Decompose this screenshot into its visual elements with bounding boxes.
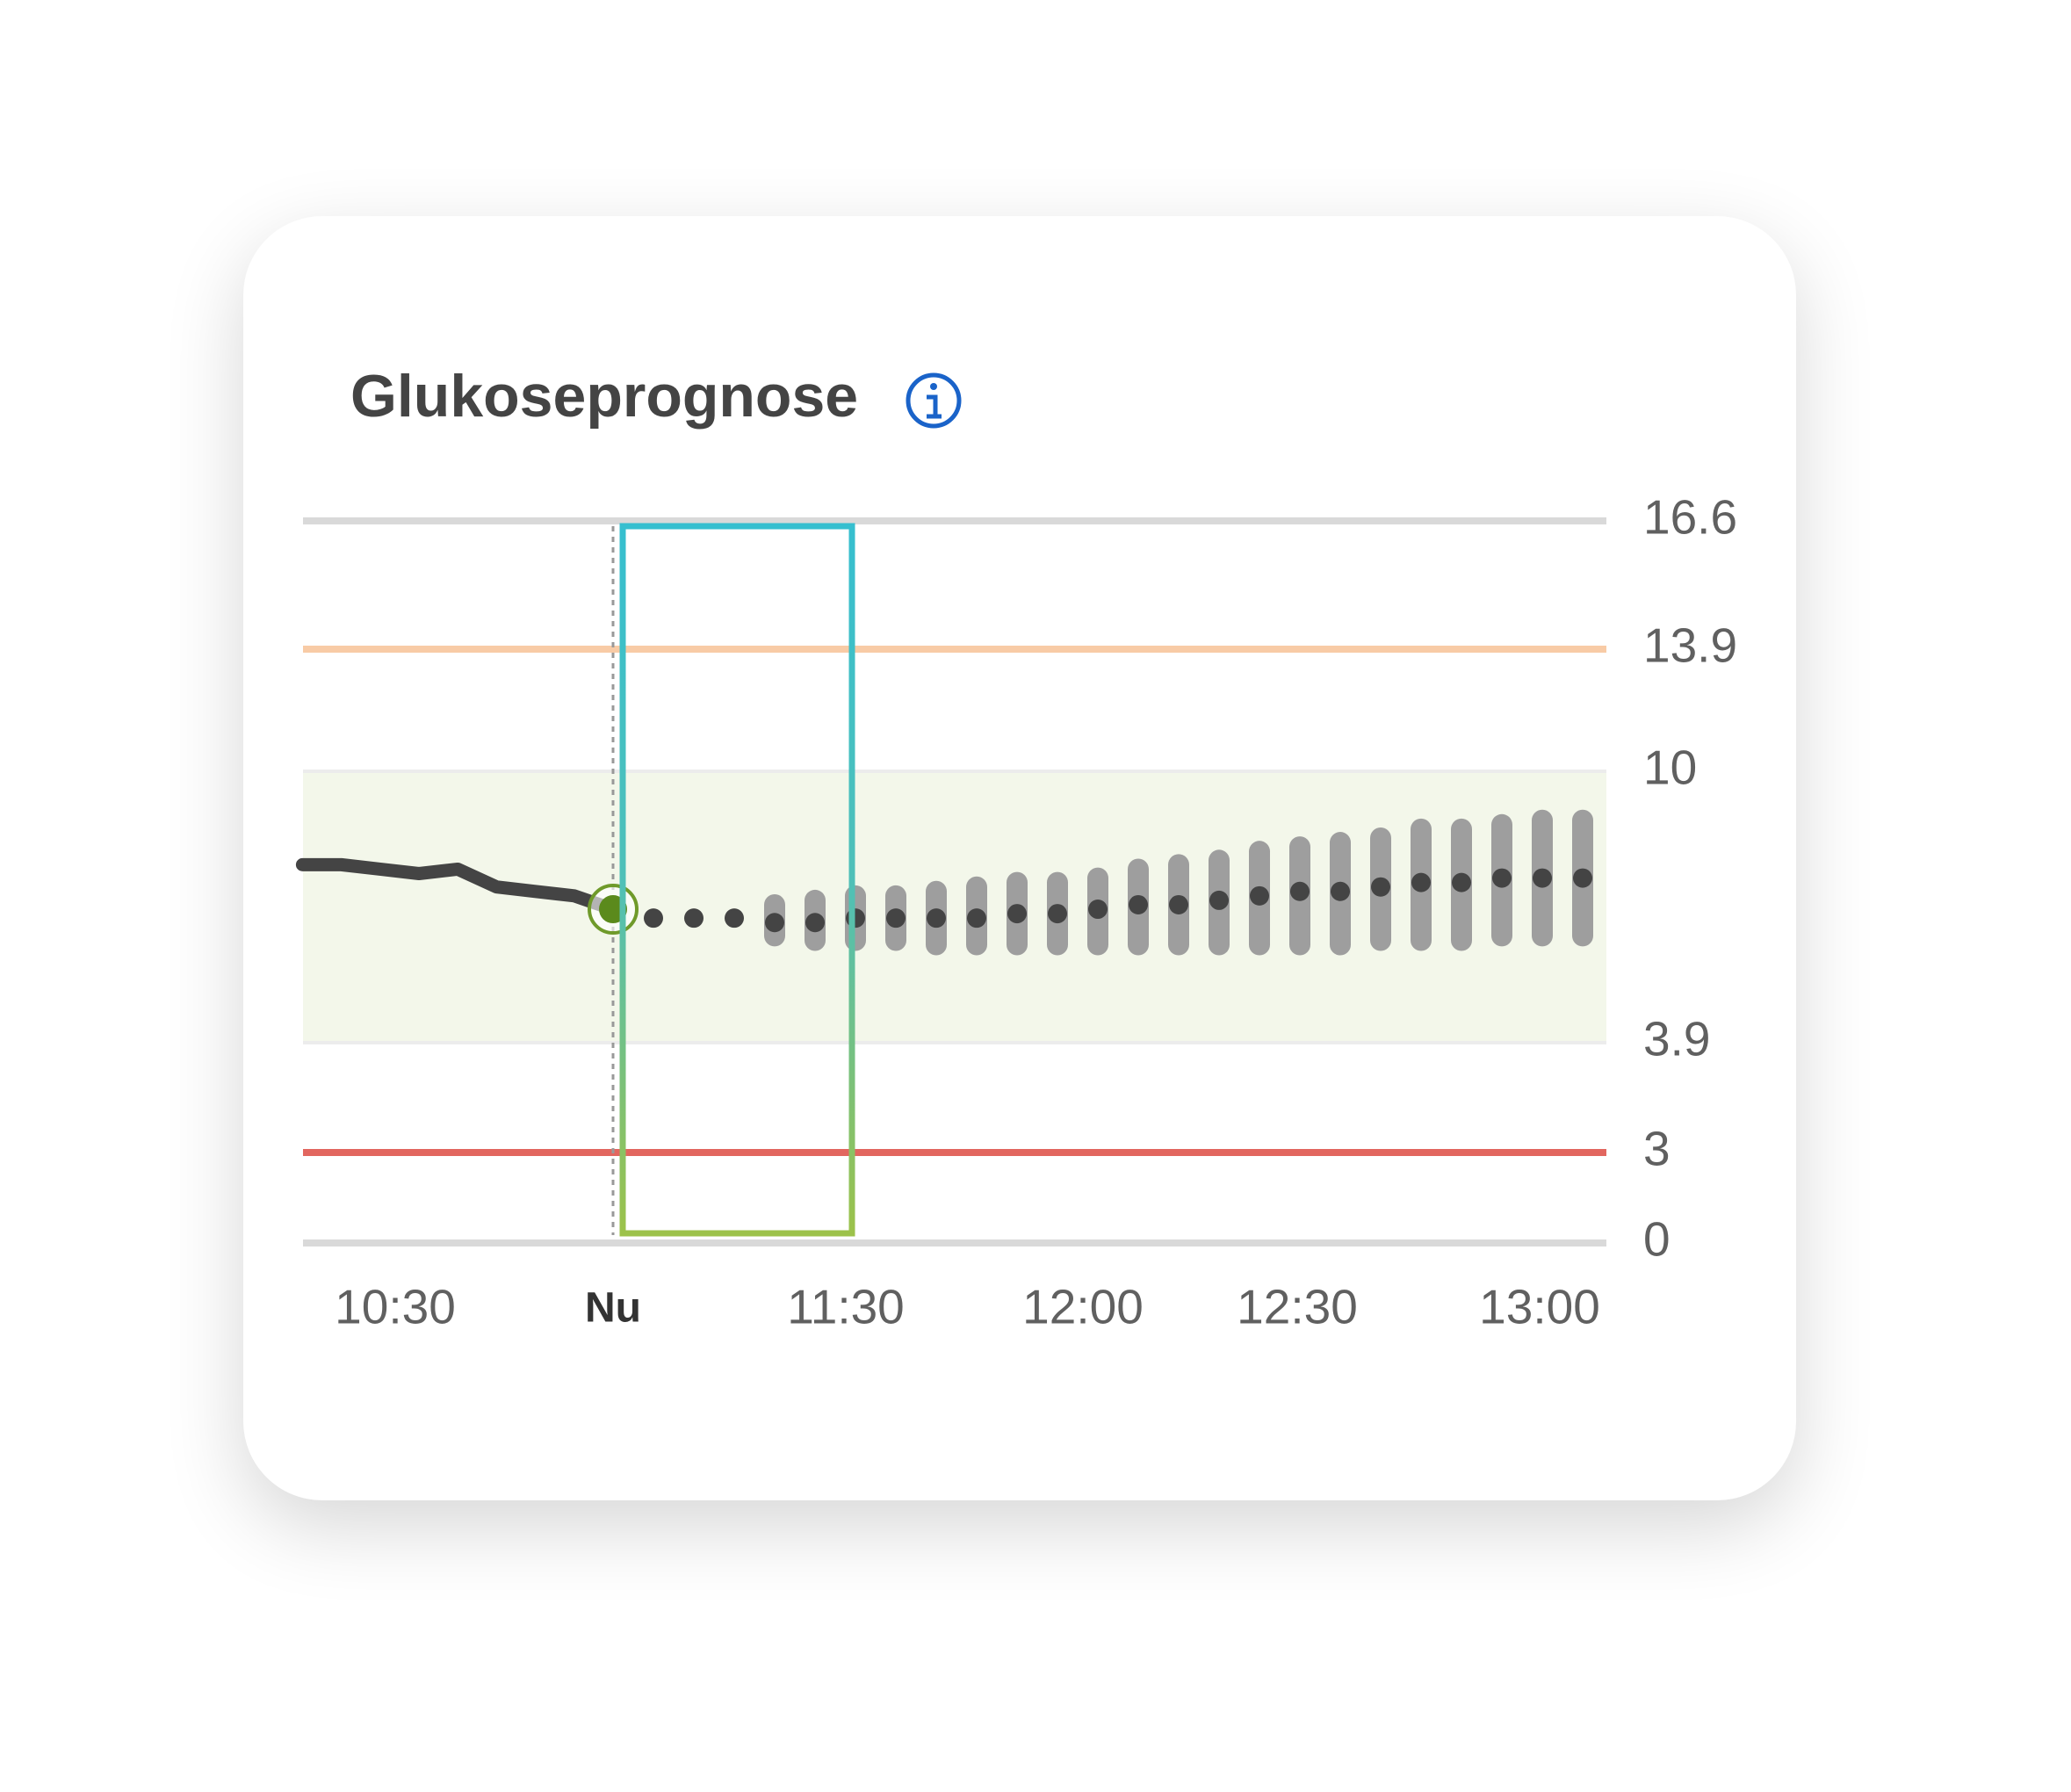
y-tick-label: 10 [1643, 741, 1697, 795]
forecast-point [927, 908, 946, 929]
forecast-point [967, 908, 986, 929]
forecast-point [1129, 894, 1148, 914]
forecast-point [1007, 904, 1027, 924]
forecast-point [846, 908, 865, 929]
history-line [295, 857, 620, 916]
forecast-point [684, 908, 704, 929]
y-tick-label: 13.9 [1643, 618, 1737, 673]
forecast-point [1290, 881, 1310, 901]
forecast-point [1209, 890, 1229, 910]
info-icon[interactable] [906, 372, 962, 429]
x-tick-label: 12:00 [1022, 1280, 1144, 1334]
forecast-point [805, 913, 825, 933]
forecast-point [1573, 868, 1592, 888]
forecast-point [1048, 904, 1067, 924]
y-tick-label: 16.6 [1643, 490, 1737, 545]
forecast-point [1411, 872, 1431, 892]
forecast-point [1452, 872, 1471, 892]
forecast-point [644, 908, 663, 929]
forecast-point [1169, 894, 1188, 914]
forecast-point [725, 908, 744, 929]
y-tick-label: 3 [1643, 1122, 1671, 1176]
x-tick-label: 13:00 [1479, 1280, 1600, 1334]
forecast-point [765, 913, 784, 933]
y-tick-label: 3.9 [1643, 1012, 1710, 1066]
x-tick-label: 12:30 [1237, 1280, 1358, 1334]
x-tick-label: 11:30 [787, 1280, 905, 1334]
highlight-box [619, 523, 855, 1237]
forecast-point [1088, 900, 1108, 920]
forecast-point [886, 908, 906, 929]
forecast-point [1331, 881, 1350, 901]
forecast-point [1533, 868, 1552, 888]
forecast-point [1492, 868, 1512, 888]
x-tick-label: Nu [585, 1285, 641, 1332]
forecast-point [1371, 877, 1390, 897]
y-tick-label: 0 [1643, 1212, 1671, 1267]
chart-title: Glukoseprognose [350, 363, 858, 430]
forecast-point [1250, 885, 1269, 906]
x-tick-label: 10:30 [335, 1280, 456, 1334]
